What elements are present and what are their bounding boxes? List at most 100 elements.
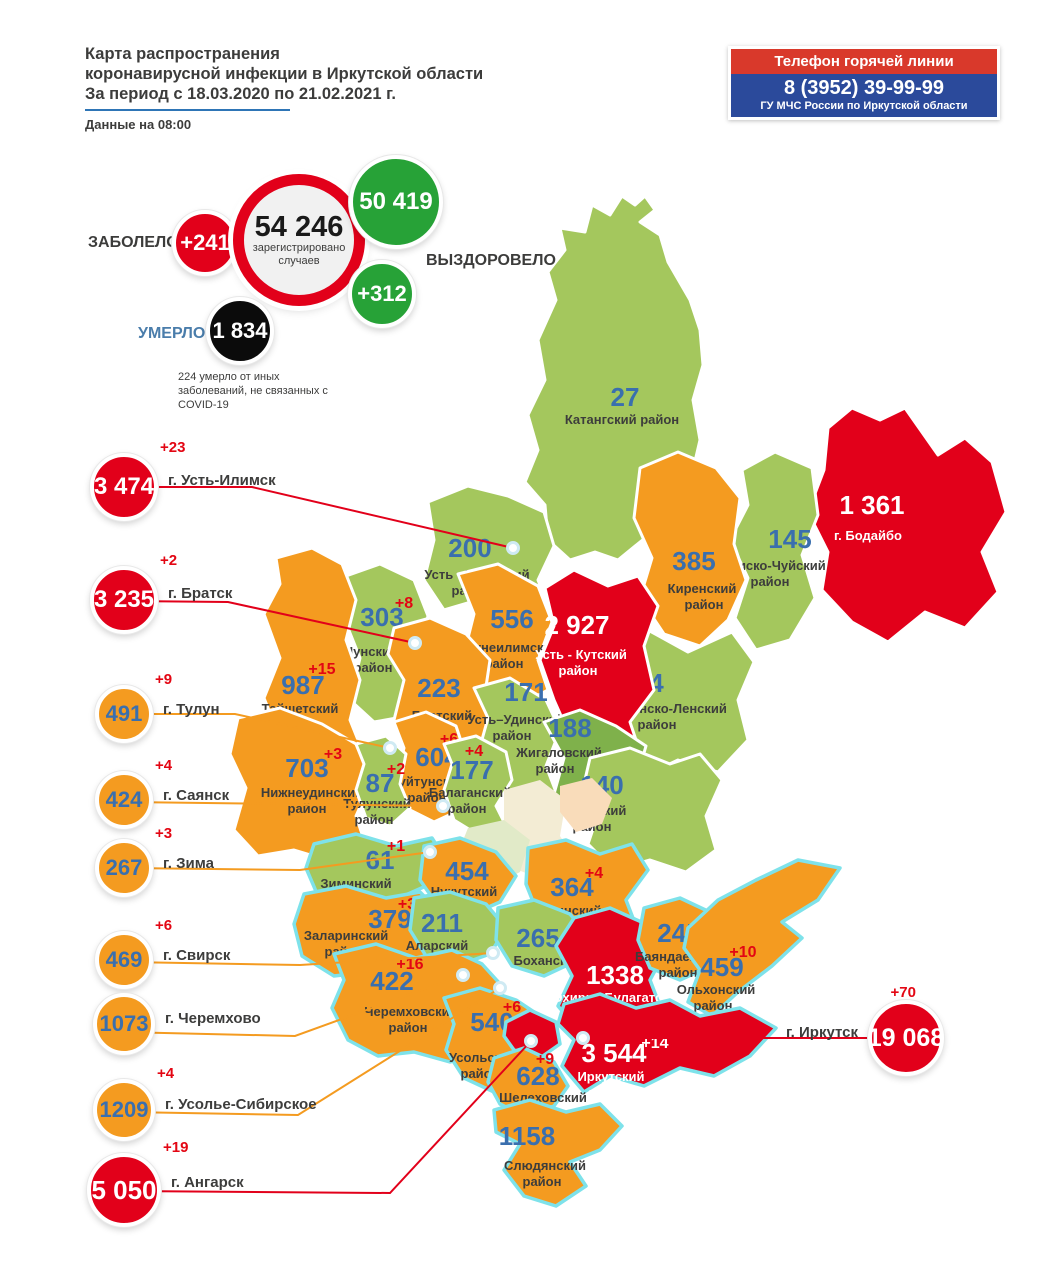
city-value: 3 474 — [93, 473, 155, 500]
district-value: 188 — [548, 713, 591, 743]
city-bubble: 491 — [95, 685, 153, 743]
district-value: 2 927 — [544, 610, 609, 640]
district-angarsky — [502, 1008, 562, 1060]
city-delta: +19 — [163, 1139, 189, 1156]
district-name: район — [355, 812, 394, 827]
city-dot-angarsk — [524, 1034, 538, 1048]
hotline-title: Телефон горячей линии — [731, 49, 997, 74]
city-dot-cheremkhovo — [456, 968, 470, 982]
city-bubble: 424 — [95, 771, 153, 829]
city-value: 267 — [105, 855, 143, 880]
data-time-label: Данные на 08:00 — [85, 117, 192, 132]
district-value: 1338 — [586, 960, 644, 990]
district-value: 223 — [417, 673, 460, 703]
district-value: 422 — [370, 966, 413, 996]
district-name: г. Бодайбо — [834, 528, 902, 543]
district-name: район — [638, 717, 677, 732]
city-bubble: 267 — [95, 839, 153, 897]
city-dot-usolye — [493, 981, 507, 995]
district-value: 379 — [368, 904, 411, 934]
district-value: 385 — [672, 546, 715, 576]
city-label: г. Усть-Илимск — [168, 472, 276, 490]
district-name: район — [589, 1085, 628, 1100]
district-name: район — [493, 728, 532, 743]
city-delta: +6 — [155, 917, 173, 934]
district-name: район — [751, 574, 790, 589]
district-name: район — [536, 761, 575, 776]
district-irkutsky-shape — [556, 992, 778, 1094]
city-value: 1209 — [99, 1097, 149, 1122]
district-bodaibo: 1 361 г. Бодайбо — [806, 406, 1008, 644]
registered-caption: случаев — [278, 255, 320, 267]
district-name: Заларинский — [304, 928, 388, 943]
district-name: Иркутский — [577, 1069, 644, 1084]
recovered-bubble: 50 419 — [349, 155, 443, 249]
city-value: 469 — [105, 947, 143, 972]
district-kirensky-shape — [632, 450, 748, 648]
city-delta: +2 — [160, 552, 178, 569]
city-value: 5 050 — [91, 1174, 157, 1205]
city-bubble: 469 — [95, 931, 153, 989]
city-delta: +4 — [157, 1065, 175, 1082]
district-nizhneudinsky: +3 703 Нижнеудинский район — [228, 706, 374, 864]
sick-delta-value: +241 — [180, 230, 230, 255]
district-ust-kutsky: 2 927 Усть - Кутский район — [535, 568, 660, 758]
title-underline — [85, 109, 290, 111]
callout-line-bratsk — [123, 600, 416, 644]
hotline-phone: 8 (3952) 39-99-99 — [783, 77, 945, 99]
district-value: 171 — [504, 677, 547, 707]
recovered-delta-value: +312 — [357, 281, 407, 306]
died-value: 1 834 — [212, 318, 268, 343]
recovered-value: 50 419 — [359, 188, 433, 215]
district-name: Балаганский — [429, 785, 511, 800]
city-dot-bratsk — [408, 636, 422, 650]
district-delta: +10 — [729, 944, 756, 961]
city-dot-ust-ilimsk — [506, 541, 520, 555]
district-value: 3 544 — [581, 1038, 647, 1068]
city-bubble: 1073 — [93, 993, 155, 1055]
district-name: район — [408, 790, 447, 805]
district-value: 556 — [490, 604, 533, 634]
died-label: УМЕРЛО — [138, 325, 206, 342]
city-delta: +9 — [155, 671, 173, 688]
city-value: 424 — [105, 787, 143, 812]
city-delta: +3 — [155, 825, 173, 842]
city-label: г. Братск — [168, 585, 233, 603]
district-delta: +4 — [585, 865, 603, 882]
registered-bubble: 54 246 зарегистрировано случаев — [233, 174, 365, 306]
district-name: Тулунский — [343, 796, 410, 811]
hotline-box: Телефон горячей линии 8 (3952) 39-99-99 … — [728, 46, 1000, 120]
city-bubble: 3 474 — [90, 453, 158, 521]
district-name: Мамско-Чуйский — [718, 558, 826, 573]
district-name: район — [448, 801, 487, 816]
district-name: район — [659, 965, 698, 980]
died-bubble: 1 834 — [206, 297, 274, 365]
callout-line-cheremkhovo — [123, 974, 464, 1038]
city-delta: +4 — [155, 757, 173, 774]
district-delta: +4 — [465, 743, 483, 760]
district-slyudyansky-shape — [492, 1098, 624, 1208]
district-name: район — [559, 663, 598, 678]
district-value: 177 — [450, 755, 493, 785]
district-bodaibo-shape — [806, 406, 1008, 644]
city-label: г. Свирск — [163, 947, 231, 965]
city-label: г. Тулун — [163, 701, 220, 719]
city-markers — [383, 541, 590, 1048]
recovered-delta-bubble: +312 — [348, 260, 416, 328]
city-bubble: 1209 — [93, 1079, 155, 1141]
district-delta: +3 — [324, 746, 342, 763]
district-name: район — [694, 998, 733, 1013]
pale-area — [560, 778, 612, 832]
callout-line-svirsk — [123, 952, 494, 967]
page-title-line1: Карта распространения — [85, 45, 280, 63]
city-value: 1073 — [99, 1011, 149, 1036]
district-value: 1 361 — [839, 490, 904, 520]
district-olkhonsky: +10 459 Ольхонский район — [677, 858, 842, 1018]
district-delta: +15 — [308, 661, 335, 678]
district-value: 703 — [285, 753, 328, 783]
city-dot-svirsk — [486, 946, 500, 960]
city-label: г. Усолье-Сибирское — [165, 1096, 317, 1114]
district-nizhneilimsky: 556 Нижнеилимский район — [454, 562, 560, 708]
city-label: г. Черемхово — [165, 1010, 261, 1028]
